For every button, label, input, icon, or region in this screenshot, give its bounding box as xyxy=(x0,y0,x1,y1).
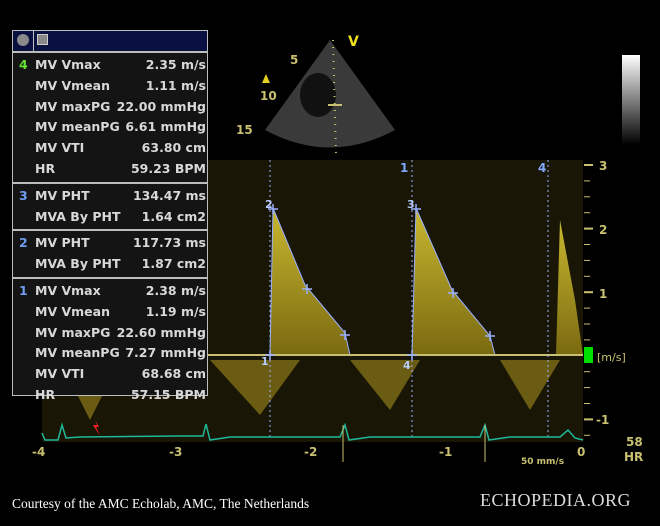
measurement-label: MV PHT xyxy=(35,187,90,203)
measurement-label: MV Vmean xyxy=(35,77,110,93)
cursor-label-4: 4 xyxy=(538,161,546,175)
measurement-group: 4 MV Vmax 2.35 m/s MV Vmean 1.11 m/s MV maxPG… xyxy=(13,53,207,184)
measurement-row[interactable]: MVA By PHT 1.64 cm2 xyxy=(13,207,207,228)
measurement-index: 4 xyxy=(19,57,28,72)
measurement-group: 1 MV Vmax 2.38 m/s MV Vmean 1.19 m/s MV maxPG… xyxy=(13,279,207,408)
scale-tick-minus-1: -1 xyxy=(596,413,609,427)
measurement-row[interactable]: MV Vmean 1.19 m/s xyxy=(13,302,207,323)
measurement-label: HR xyxy=(35,386,56,402)
caption: Courtesy of the AMC Echolab, AMC, The Ne… xyxy=(12,496,310,511)
measurement-value: 22.60 mmHg xyxy=(116,324,206,340)
measurement-row[interactable]: MVA By PHT 1.87 cm2 xyxy=(13,254,207,275)
heart-rate-value: 58 xyxy=(626,435,643,449)
caliper-markers[interactable] xyxy=(265,204,495,360)
measurement-row[interactable]: 3 MV PHT 134.47 ms xyxy=(13,186,207,207)
measurement-row[interactable]: HR 57.15 BPM xyxy=(13,385,207,406)
measurement-row[interactable]: 2 MV PHT 117.73 ms xyxy=(13,233,207,254)
measurement-label: MV Vmax xyxy=(35,282,101,298)
time-tick: -2 xyxy=(304,445,317,459)
orientation-triangle-icon xyxy=(262,74,270,83)
measurement-label: MV Vmean xyxy=(35,303,110,319)
ecg-trace xyxy=(41,422,584,441)
measurement-group: 2 MV PHT 117.73 ms MVA By PHT 1.87 cm2 xyxy=(13,231,207,279)
measurement-index: 2 xyxy=(19,235,28,251)
measurement-value: 57.15 BPM xyxy=(130,386,206,402)
measurement-value: 117.73 ms xyxy=(132,235,206,251)
velocity-scale xyxy=(584,164,593,436)
measurement-value: 63.80 cm xyxy=(141,140,206,156)
baseline-indicator[interactable] xyxy=(584,347,593,363)
measurement-index: 3 xyxy=(19,187,28,203)
measurement-value: 7.27 mmHg xyxy=(125,345,206,361)
measurement-value: 22.00 mmHg xyxy=(116,98,206,114)
measurement-value: 1.11 m/s xyxy=(145,77,206,93)
measurement-row[interactable]: MV maxPG 22.60 mmHg xyxy=(13,323,207,344)
measurement-value: 1.19 m/s xyxy=(145,303,206,319)
depth-label-15: 15 xyxy=(236,123,253,137)
depth-label-5: 5 xyxy=(290,53,298,67)
time-tick: 0 xyxy=(577,445,585,459)
measurement-value: 1.64 cm2 xyxy=(141,208,206,224)
measurement-value: 1.87 cm2 xyxy=(141,256,206,272)
measurement-row[interactable]: 1 MV Vmax 2.38 m/s xyxy=(13,281,207,302)
measurement-value: 68.68 cm xyxy=(141,366,206,382)
measurement-row[interactable]: MV meanPG 6.61 mmHg xyxy=(13,117,207,138)
measurement-row[interactable]: MV VTI 63.80 cm xyxy=(13,138,207,159)
toolbar-divider xyxy=(33,31,34,51)
record-icon[interactable] xyxy=(17,34,29,46)
measurement-label: MV meanPG xyxy=(35,119,120,135)
measurement-group: 3 MV PHT 134.47 ms MVA By PHT 1.64 cm2 xyxy=(13,184,207,232)
r-wave-trigger-icon xyxy=(93,420,100,436)
echopedia-logo: ECHOPEDIA.ORG xyxy=(480,490,632,510)
velocity-unit: [m/s] xyxy=(597,351,626,364)
marker-label-2: 2 xyxy=(265,198,273,211)
measurement-label: HR xyxy=(35,160,56,176)
marker-label-3: 3 xyxy=(407,198,415,211)
measurement-label: MV PHT xyxy=(35,235,90,251)
measurement-row[interactable]: MV maxPG 22.00 mmHg xyxy=(13,97,207,118)
measurement-panel: 4 MV Vmax 2.35 m/s MV Vmean 1.11 m/s MV maxPG… xyxy=(12,30,208,402)
panel-toolbar xyxy=(13,31,207,53)
measurement-label: MV maxPG xyxy=(35,98,111,114)
scale-tick-3: 3 xyxy=(599,159,607,173)
measurement-index: 1 xyxy=(19,282,28,298)
measurement-label: MVA By PHT xyxy=(35,256,121,272)
sweep-speed: 50 mm/s xyxy=(521,457,564,467)
cursor-lines xyxy=(269,160,549,440)
scale-tick-2: 2 xyxy=(599,223,607,237)
measurement-row[interactable]: MV meanPG 7.27 mmHg xyxy=(13,343,207,364)
heart-rate-unit: HR xyxy=(624,450,643,464)
measurement-row[interactable]: MV Vmean 1.11 m/s xyxy=(13,76,207,97)
time-tick: -1 xyxy=(439,445,452,459)
measurement-value: 2.38 m/s xyxy=(145,282,206,298)
measurement-label: MVA By PHT xyxy=(35,208,121,224)
time-tick: -4 xyxy=(32,445,45,459)
measurement-label: MV meanPG xyxy=(35,345,120,361)
measurement-label: MV maxPG xyxy=(35,324,111,340)
measurement-value: 59.23 BPM xyxy=(130,160,206,176)
measurement-row[interactable]: MV VTI 68.68 cm xyxy=(13,364,207,385)
marker-label-1: 1 xyxy=(261,355,269,368)
marker-label-4: 4 xyxy=(403,359,411,372)
scale-tick-1: 1 xyxy=(599,287,607,301)
measurement-row[interactable]: HR 59.23 BPM xyxy=(13,159,207,180)
measurement-label: MV Vmax xyxy=(35,57,101,72)
measurement-row[interactable]: 4 MV Vmax 2.35 m/s xyxy=(13,55,207,76)
measurement-value: 2.35 m/s xyxy=(145,57,206,72)
orientation-marker: V xyxy=(348,34,359,50)
time-tick: -3 xyxy=(169,445,182,459)
cursor-label-1: 1 xyxy=(400,161,408,175)
depth-label-10: 10 xyxy=(260,89,277,103)
measurement-value: 134.47 ms xyxy=(132,187,206,203)
measurement-label: MV VTI xyxy=(35,366,85,382)
calculator-icon[interactable] xyxy=(37,34,48,45)
2d-sector-image: 5 10 15 V xyxy=(236,34,395,156)
grayscale-bar xyxy=(622,55,640,145)
measurement-label: MV VTI xyxy=(35,140,85,156)
measurement-value: 6.61 mmHg xyxy=(125,119,206,135)
